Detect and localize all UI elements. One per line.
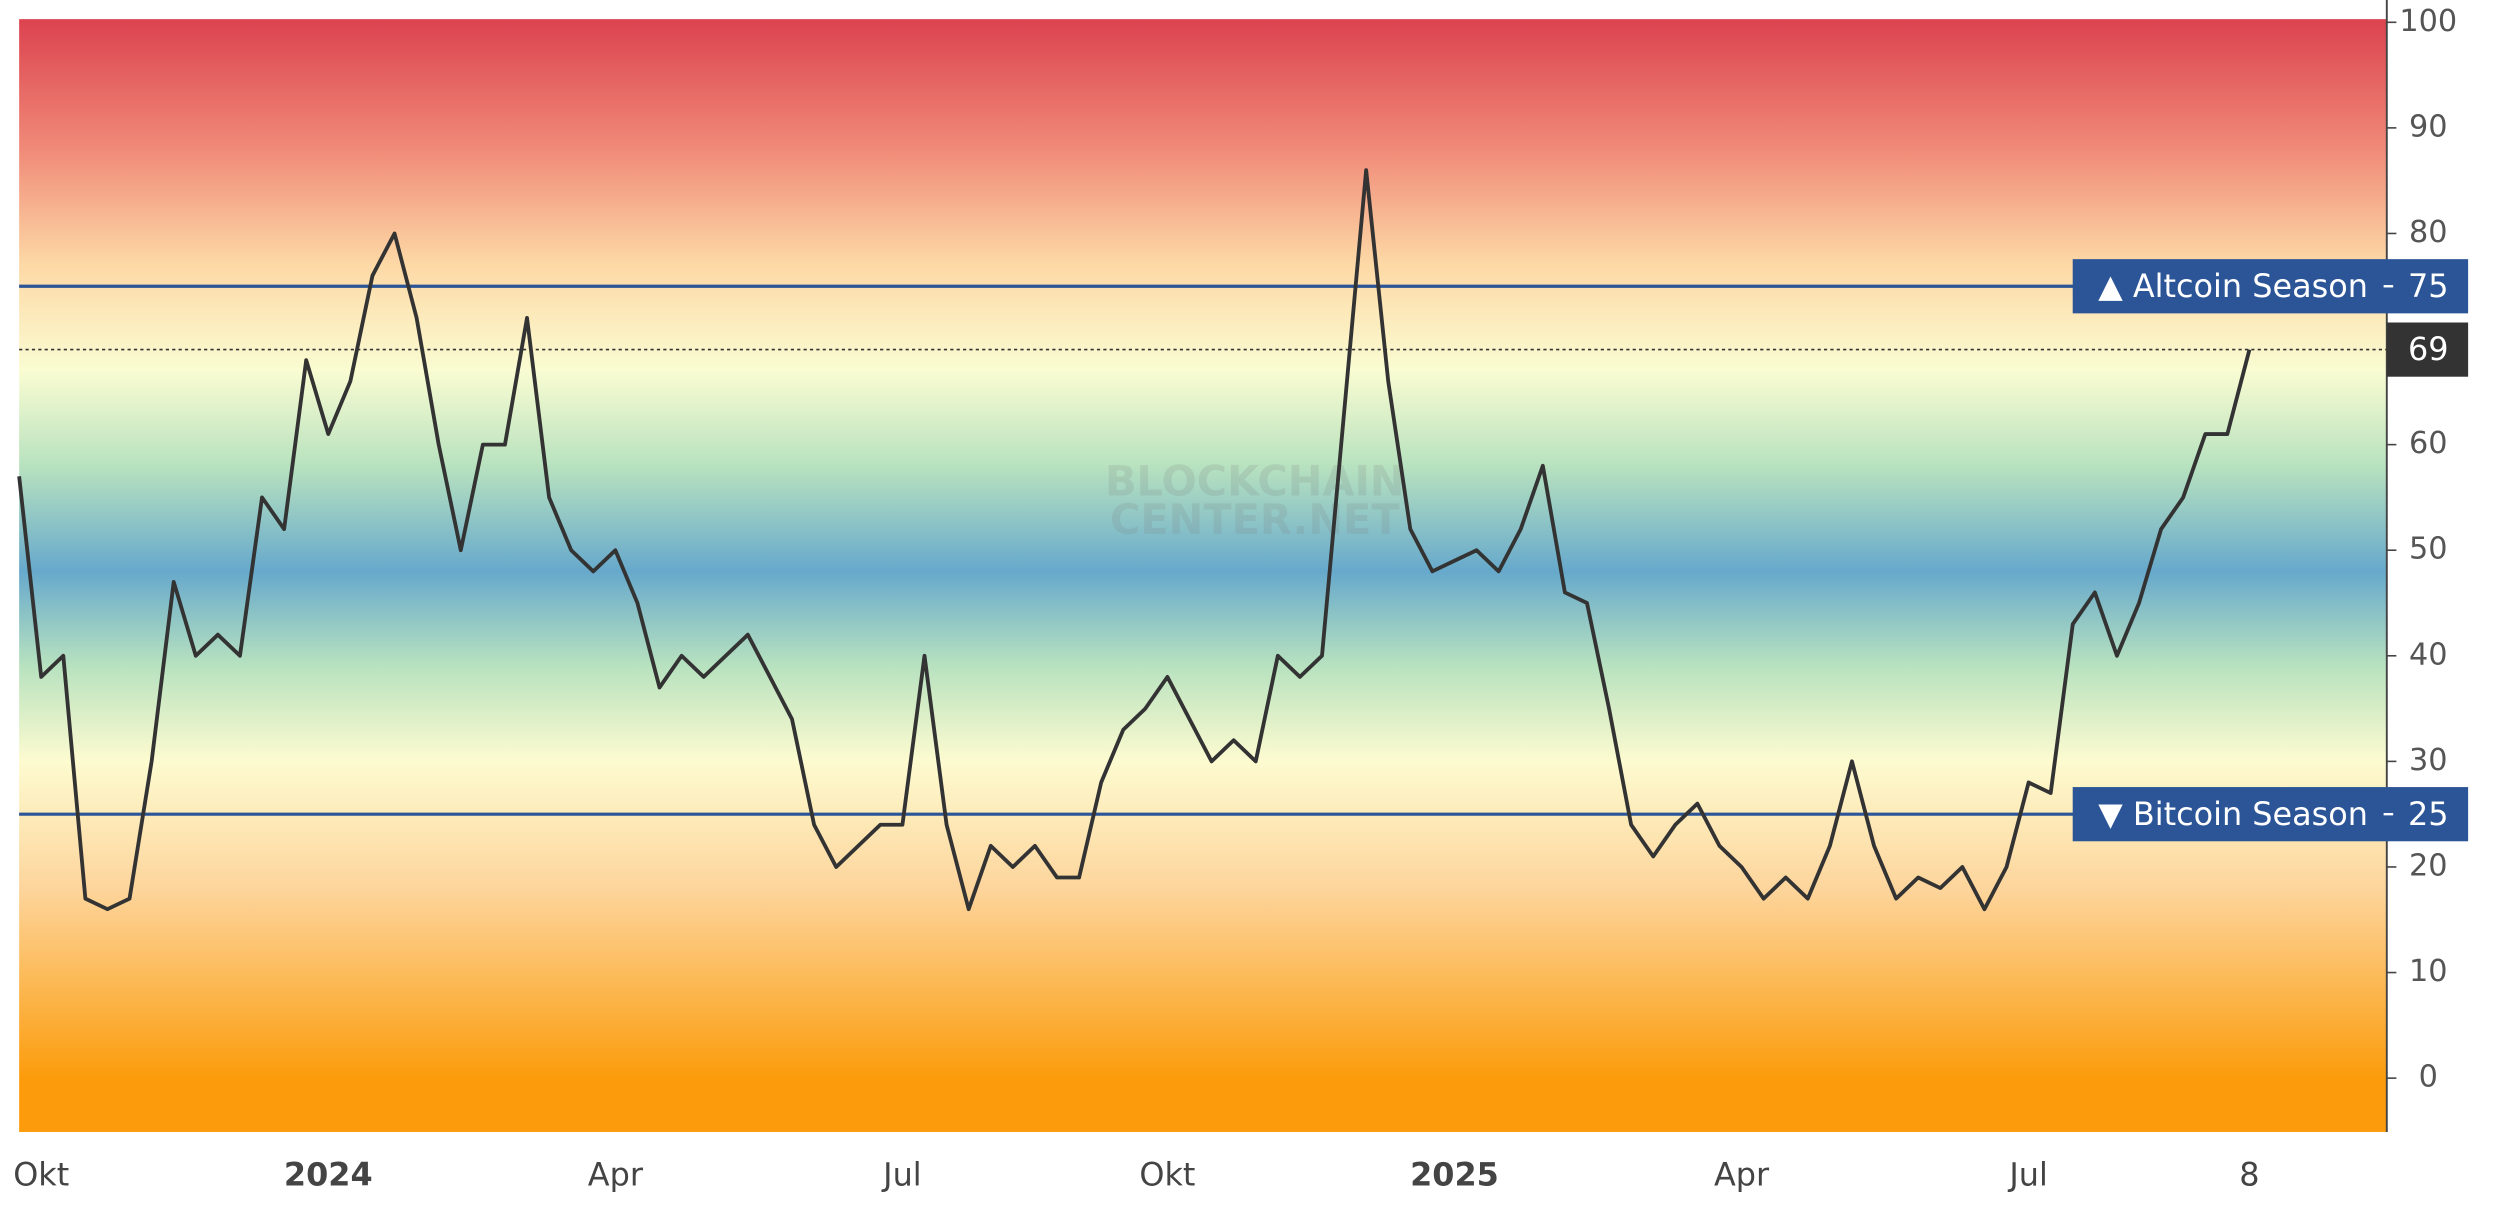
threshold-badge [2072,259,2469,314]
x-tick-label: Apr [1714,1156,1770,1194]
y-tick-label: 40 [2409,637,2448,672]
y-tick-label: 100 [2399,4,2457,39]
x-tick-label: Jul [2007,1156,2047,1194]
y-tick-label: 50 [2409,532,2448,567]
background [19,19,2387,1132]
threshold-value: 75 [2408,267,2449,305]
threshold-value: 25 [2408,795,2449,833]
x-tick-label: 2025 [1410,1156,1499,1194]
x-tick-label: 8 [2239,1156,2259,1194]
threshold-label: ▼ Bitcoin Season [2098,795,2368,833]
y-tick-label: 20 [2409,848,2448,883]
threshold-label: ▲ Altcoin Season [2098,267,2368,305]
x-tick-label: Okt [1139,1156,1195,1194]
threshold-badge [2072,787,2469,842]
current-value-badge [2386,322,2469,377]
y-tick-label: 10 [2409,954,2448,989]
y-tick-label: 0 [2419,1060,2438,1095]
y-tick-label: 60 [2409,426,2448,461]
y-tick-label: 80 [2409,215,2448,250]
watermark: BLOCKCHAIN [1105,458,1405,506]
watermark: CENTER.NET [1110,496,1400,544]
y-tick-label: 90 [2409,109,2448,144]
x-tick-label: Apr [588,1156,644,1194]
y-tick-label: 30 [2409,743,2448,778]
x-tick-label: Okt [13,1156,69,1194]
line-series [17,168,2252,912]
x-tick-label: 2024 [284,1156,373,1194]
current-value-label: 69 [2408,330,2449,368]
x-tick-label: Jul [881,1156,921,1194]
